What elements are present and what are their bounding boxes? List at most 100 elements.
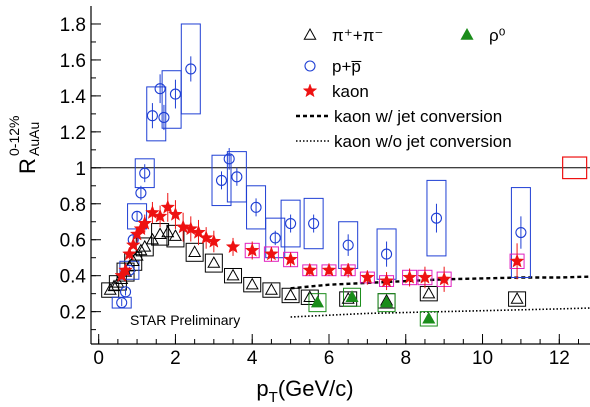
point-kaon [183, 221, 199, 236]
syst-box-proton [280, 199, 301, 248]
point-pion [226, 268, 240, 281]
point-kaon [198, 230, 214, 245]
point-proton [131, 210, 143, 222]
x-tick-label: 6 [324, 348, 335, 369]
annotation-label: STAR Preliminary [130, 312, 240, 328]
syst-box-proton [246, 185, 267, 230]
syst-box-proton [134, 158, 155, 189]
point-kaon [175, 219, 191, 234]
point-proton [154, 83, 166, 95]
y-axis-label-sup: 0-12% [6, 116, 22, 156]
syst-box-proton [510, 187, 531, 278]
point-proton [135, 187, 147, 199]
point-pion [303, 290, 317, 302]
point-kaon [125, 237, 141, 252]
point-kaon [137, 215, 153, 230]
legend: π⁺+π⁻ ρ⁰ p+p̅ kaon kaon w/ jet conversion kao… [296, 26, 512, 151]
point-proton [158, 111, 170, 124]
y-tick-label: 1.2 [60, 123, 86, 144]
point-pion [111, 275, 125, 288]
syst-box-proton [303, 197, 324, 250]
point-proton [250, 201, 262, 213]
point-kaon [168, 206, 183, 221]
point-pion [207, 256, 221, 268]
point-kaon [264, 246, 279, 261]
y-tick-label: 0.4 [60, 267, 87, 288]
syst-box-proton [426, 179, 447, 257]
curve-kaon_nojet [290, 307, 590, 318]
point-pion [168, 229, 182, 241]
point-proton [381, 248, 393, 260]
point-pion [153, 227, 167, 240]
point-kaon [321, 262, 337, 277]
syst-box-pion [419, 285, 438, 302]
syst-box-proton [226, 151, 247, 203]
x-tick-label: 2 [170, 348, 181, 369]
syst-box-pion [224, 267, 243, 284]
point-pion [188, 245, 202, 258]
point-kaon [244, 242, 260, 257]
point-kaon [225, 239, 241, 254]
y-tick-label: 0.2 [60, 303, 86, 324]
point-proton [515, 226, 527, 239]
point-pion [510, 292, 524, 304]
point-proton [285, 217, 297, 230]
marker-layer [103, 63, 527, 324]
syst-box-pion [262, 282, 281, 298]
point-kaon [402, 269, 417, 284]
systematic-box-layer [101, 23, 588, 327]
syst-box-proton [211, 154, 232, 207]
y-tick-label: 1.4 [60, 87, 87, 108]
point-proton [223, 153, 235, 165]
point-pion [161, 225, 175, 238]
point-pion [245, 277, 259, 290]
point-pion [107, 279, 121, 292]
y-axis-label-sub: AuAu [26, 122, 42, 156]
point-proton [185, 63, 197, 75]
x-axis-label-main: p [256, 376, 268, 401]
y-axis-label: R 0-12% AuAu [6, 116, 42, 174]
point-kaon [360, 269, 375, 284]
syst-box-rho [419, 311, 438, 327]
point-kaon [302, 262, 318, 277]
point-pion [422, 286, 436, 299]
legend-swatch-rho [460, 27, 474, 40]
point-kaon [283, 251, 298, 266]
point-pion [103, 283, 117, 295]
x-tick-label: 8 [400, 348, 411, 369]
point-proton [269, 232, 281, 244]
point-pion [134, 243, 148, 256]
legend-label-kaon_jet: kaon w/ jet conversion [334, 107, 502, 126]
x-axis-label-rest: (GeV/c) [278, 376, 354, 401]
point-kaon [152, 208, 168, 223]
point-kaon [191, 224, 206, 239]
point-proton [139, 167, 151, 179]
syst-box-rho [343, 287, 362, 307]
syst-box-pion [204, 253, 223, 273]
point-kaon [436, 271, 452, 286]
legend-label-rho: ρ⁰ [489, 26, 506, 45]
legend-swatch-proton [304, 60, 316, 72]
point-proton [116, 297, 128, 309]
point-kaon [509, 253, 525, 268]
x-axis-label: pT(GeV/c) [256, 376, 353, 406]
syst-box-rho [377, 293, 396, 313]
syst-box-proton [180, 23, 201, 115]
y-tick-label: 1.6 [60, 51, 86, 72]
point-kaon [206, 233, 222, 248]
point-kaon [340, 262, 356, 277]
syst-box-pion [243, 276, 262, 293]
normalization-box [562, 156, 588, 180]
curve-layer [290, 275, 590, 318]
legend-label-proton: p+p̅ [332, 57, 361, 76]
legend-label-pion: π⁺+π⁻ [332, 26, 383, 45]
point-proton [430, 212, 443, 224]
x-tick-label: 0 [93, 348, 104, 369]
y-tick-label: 1.8 [60, 15, 86, 36]
x-tick-label: 4 [247, 348, 258, 369]
point-rho [422, 311, 436, 324]
point-proton [169, 88, 181, 100]
point-pion [264, 283, 278, 295]
point-proton [231, 171, 243, 183]
